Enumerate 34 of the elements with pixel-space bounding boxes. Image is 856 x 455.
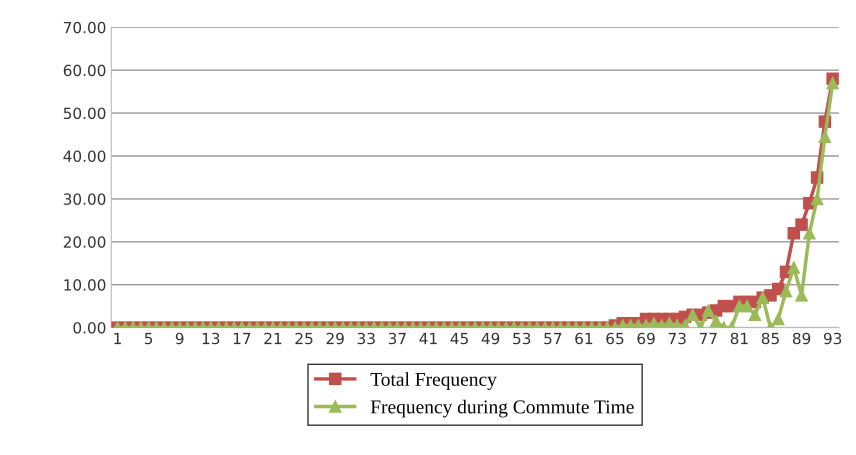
x-tick-label: 73 xyxy=(668,332,686,344)
x-tick-label: 81 xyxy=(730,332,748,344)
x-tick-label: 29 xyxy=(326,332,344,344)
y-tick-label: 10.00 xyxy=(64,279,106,291)
y-tick-label: 30.00 xyxy=(64,193,106,205)
y-tick-label: 60.00 xyxy=(64,64,106,76)
x-tick-label: 45 xyxy=(450,332,468,344)
x-tick-label: 77 xyxy=(700,332,717,344)
x-tick-label: 25 xyxy=(295,332,312,344)
x-tick-label: 61 xyxy=(575,332,592,344)
x-tick-label: 17 xyxy=(234,332,250,344)
y-tick-label: 40.00 xyxy=(63,150,106,162)
x-tick-label: 89 xyxy=(792,332,810,344)
x-tick-label: 93 xyxy=(824,332,842,344)
x-tick-label: 69 xyxy=(637,332,655,344)
y-tick-label: 70.00 xyxy=(64,22,106,34)
x-tick-label: 49 xyxy=(482,332,500,344)
y-tick-label: 20.00 xyxy=(64,236,106,248)
x-tick-label: 37 xyxy=(388,332,406,344)
y-tick-label: 50.00 xyxy=(64,108,106,120)
x-tick-label: 1 xyxy=(114,332,121,344)
x-tick-label: 41 xyxy=(419,332,437,344)
x-tick-label: 21 xyxy=(264,332,282,344)
y-tick-label: 0.00 xyxy=(73,322,106,334)
x-tick-label: 65 xyxy=(606,332,624,344)
legend-label: Total Frequency xyxy=(370,372,497,390)
x-tick-label: 33 xyxy=(358,332,375,344)
legend-label: Frequency during Commute Time xyxy=(370,400,634,418)
x-tick-label: 9 xyxy=(176,332,184,344)
x-tick-label: 57 xyxy=(544,332,562,344)
x-tick-label: 85 xyxy=(762,332,779,344)
x-tick-label: 13 xyxy=(202,332,220,344)
x-tick-label: 5 xyxy=(144,332,152,344)
x-tick-label: 53 xyxy=(513,332,530,344)
